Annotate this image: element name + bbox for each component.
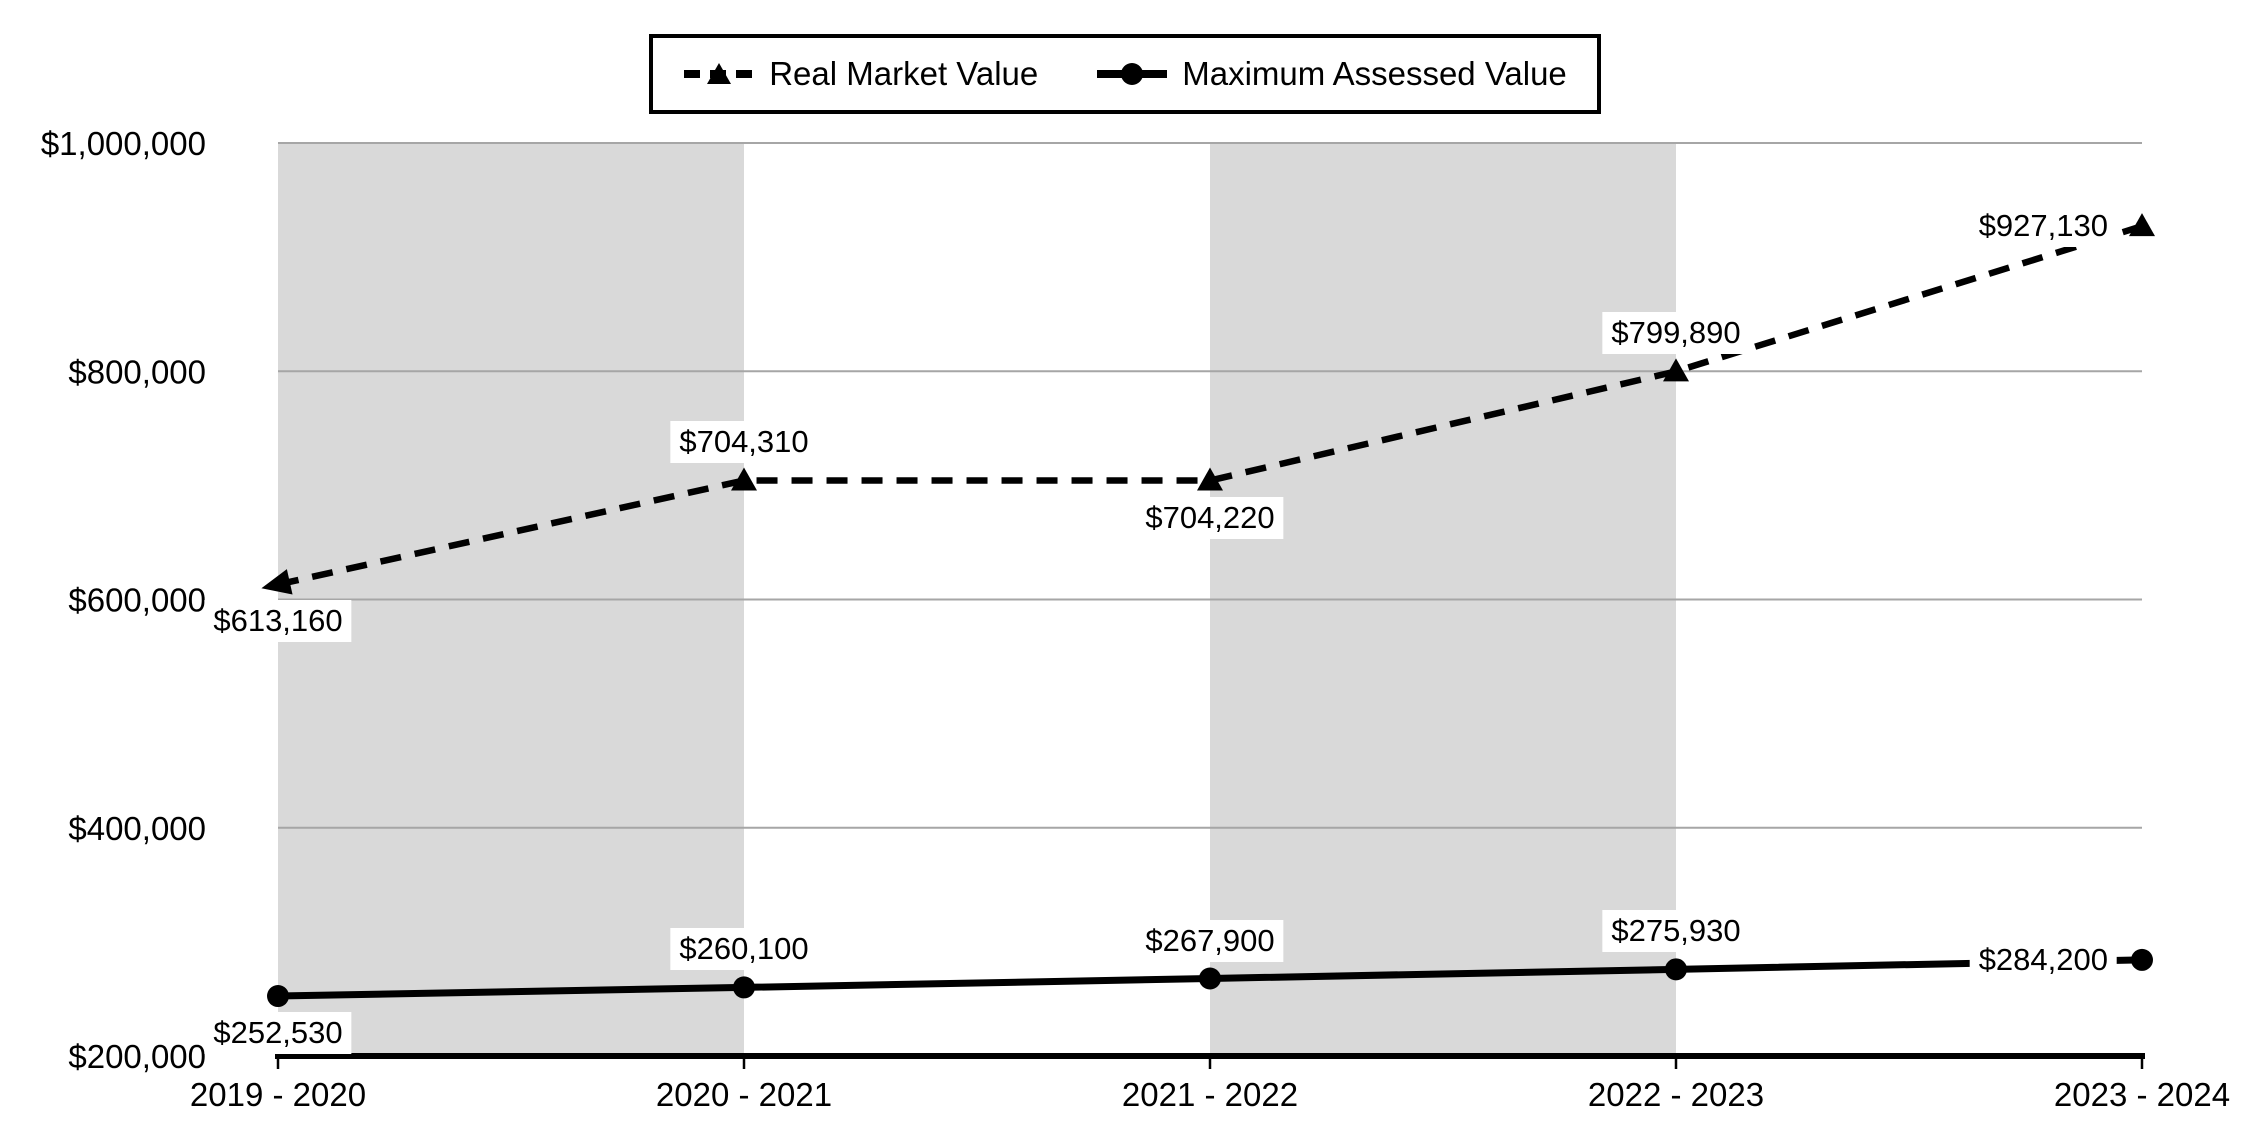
legend-item-real-market-value: Real Market Value [683,55,1038,93]
series-line-real-market-value [277,223,2143,588]
legend-label-maximum-assessed-value: Maximum Assessed Value [1182,55,1567,92]
data-point-marker-triangle [1197,467,1223,491]
y-axis-tick-label: $800,000 [68,353,206,390]
legend: Real Market Value Maximum Assessed Value [649,34,1601,114]
y-axis-tick-label: $400,000 [68,810,206,847]
legend-item-maximum-assessed-value: Maximum Assessed Value [1096,55,1567,93]
data-point-marker-circle [733,976,755,999]
dashed-line-triangle-marker-icon [684,63,755,84]
x-axis-tick-label: 2022 - 2023 [1588,1076,1764,1113]
data-point-marker-triangle [731,467,757,491]
x-axis-tick-label: 2023 - 2024 [2054,1076,2230,1113]
y-axis-tick-label: $1,000,000 [41,125,206,162]
x-axis-tick-label: 2019 - 2020 [190,1076,366,1113]
data-point-marker-circle [2131,948,2153,971]
data-point-marker-triangle [1663,358,1689,382]
data-point-marker-circle [1199,967,1221,990]
data-point-marker-circle [1665,958,1687,981]
data-point-marker-arrow [261,569,293,595]
data-point-marker-triangle [2129,213,2155,237]
y-axis-tick-label: $200,000 [68,1038,206,1075]
data-point-marker-circle [267,985,289,1008]
y-axis-tick-label: $600,000 [68,582,206,619]
solid-line-circle-marker-icon [1097,63,1168,85]
x-axis-tick-label: 2021 - 2022 [1122,1076,1298,1113]
x-axis-tick-label: 2020 - 2021 [656,1076,832,1113]
legend-label-real-market-value: Real Market Value [769,55,1039,92]
